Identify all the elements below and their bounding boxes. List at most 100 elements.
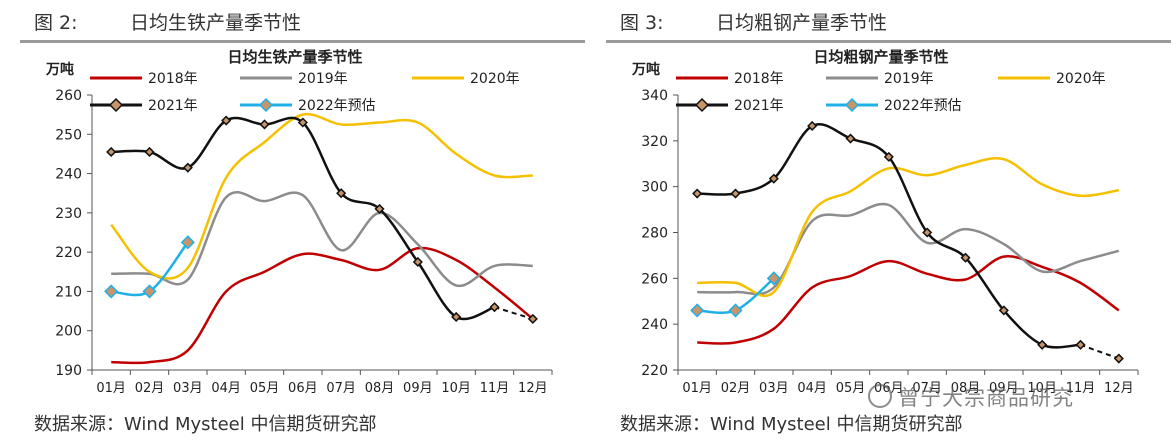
series-2020年 <box>110 112 533 280</box>
data-point <box>144 146 155 158</box>
data-point <box>104 284 119 299</box>
legend-label: 2021年 <box>734 98 784 114</box>
legend-label: 2020年 <box>470 71 520 87</box>
data-point <box>1075 339 1086 350</box>
series-line <box>111 190 533 288</box>
x-tick-label: 07月 <box>326 381 356 396</box>
y-tick-label: 190 <box>55 363 82 379</box>
series-line <box>111 116 495 321</box>
figure-number: 图 3: <box>620 12 664 34</box>
legend-item: 2021年 <box>676 97 784 114</box>
x-tick-label: 01月 <box>96 381 126 396</box>
legend-item: 2022年预估 <box>240 97 376 114</box>
watermark-text: 曾宁大宗商品研究 <box>898 386 1074 410</box>
x-tick-label: 04月 <box>211 381 241 396</box>
legend-label: 2018年 <box>148 71 198 87</box>
data-point <box>766 271 781 286</box>
data-point <box>690 303 705 318</box>
legend-label: 2020年 <box>1056 71 1106 87</box>
series-2018年 <box>697 255 1120 345</box>
data-point <box>807 120 818 131</box>
series-line <box>697 255 1120 345</box>
x-tick-label: 03月 <box>759 381 789 396</box>
wechat-icon <box>868 384 892 408</box>
x-tick-label: 11月 <box>1066 381 1096 396</box>
x-tick-label: 06月 <box>288 381 318 396</box>
right-figure: 图 3: 日均粗钢产量季节性 日均粗钢产量季节性 万吨 220 240 260 280 300… <box>596 0 1171 448</box>
y-tick-label: 250 <box>55 127 82 143</box>
legend-label: 2018年 <box>734 71 784 87</box>
data-point <box>336 188 347 199</box>
x-tick-label: 09月 <box>403 381 433 396</box>
legend-item: 2019年 <box>240 71 348 87</box>
data-point <box>527 313 538 324</box>
y-tick-label: 230 <box>55 206 82 222</box>
legend-marker <box>844 97 860 113</box>
legend-label: 2021年 <box>148 98 198 114</box>
x-tick-label: 09月 <box>989 381 1019 396</box>
data-point <box>883 151 894 162</box>
series-line-forecast <box>1080 343 1120 360</box>
series-line <box>697 157 1120 298</box>
series-2019年 <box>111 190 533 288</box>
x-tick-label: 11月 <box>480 381 510 396</box>
series-2021年 <box>692 120 1124 364</box>
x-tick-label: 08月 <box>951 381 981 396</box>
data-point <box>489 302 500 313</box>
legend-item: 2020年 <box>412 71 520 87</box>
series-line <box>110 112 533 280</box>
y-tick-label: 220 <box>641 363 668 379</box>
series-2021年 <box>106 115 538 324</box>
data-point <box>259 119 270 130</box>
chart-title: 日均生铁产量季节性 <box>227 48 362 66</box>
data-point <box>451 311 462 323</box>
x-tick-label: 04月 <box>797 381 827 396</box>
left-figure: 图 2: 日均生铁产量季节性 日均生铁产量季节性 万吨 190 200 210 220 230… <box>10 0 585 448</box>
figure-number: 图 2: <box>34 12 78 34</box>
data-point <box>142 284 157 299</box>
x-tick-label: 12月 <box>1104 381 1134 396</box>
x-tick-label: 10月 <box>441 381 471 396</box>
y-tick-label: 260 <box>55 88 82 104</box>
y-axis-unit-label: 万吨 <box>631 61 660 78</box>
data-point <box>730 188 741 199</box>
data-point <box>412 256 423 268</box>
data-point <box>374 203 385 214</box>
series-2019年 <box>697 202 1120 296</box>
data-point <box>922 227 933 238</box>
series-line <box>697 202 1120 296</box>
data-point <box>221 115 232 126</box>
y-tick-label: 210 <box>55 284 82 300</box>
legend-item: 2020年 <box>998 71 1106 87</box>
figure-caption: 图 3: 日均粗钢产量季节性 <box>620 8 887 35</box>
data-source-note: 数据来源：Wind Mysteel 中信期货研究部 <box>34 414 377 435</box>
y-tick-label: 240 <box>55 167 82 183</box>
data-point <box>845 133 856 144</box>
legend-label: 2022年预估 <box>884 98 962 114</box>
x-tick-label: 12月 <box>518 381 548 396</box>
y-tick-label: 340 <box>641 88 668 104</box>
legend-label: 2022年预估 <box>298 98 376 114</box>
series-2018年 <box>111 246 534 365</box>
figure-caption: 图 2: 日均生铁产量季节性 <box>34 8 301 35</box>
y-tick-label: 220 <box>55 245 82 261</box>
data-source-note: 数据来源：Wind Mysteel 中信期货研究部 <box>620 414 963 435</box>
data-point <box>297 117 308 128</box>
legend-item: 2022年预估 <box>826 97 962 114</box>
legend-item: 2018年 <box>676 71 784 87</box>
legend-marker <box>694 97 710 113</box>
data-point <box>1113 353 1124 364</box>
figure-caption-text: 日均粗钢产量季节性 <box>716 12 888 34</box>
x-tick-label: 05月 <box>836 381 866 396</box>
data-point <box>180 235 195 250</box>
data-point <box>728 303 743 318</box>
x-tick-label: 07月 <box>912 381 942 396</box>
data-point <box>1037 339 1048 350</box>
series-line <box>111 246 534 365</box>
legend-marker <box>108 97 124 113</box>
x-tick-label: 10月 <box>1027 381 1057 396</box>
data-point <box>998 305 1009 316</box>
legend-item: 2018年 <box>90 71 198 87</box>
